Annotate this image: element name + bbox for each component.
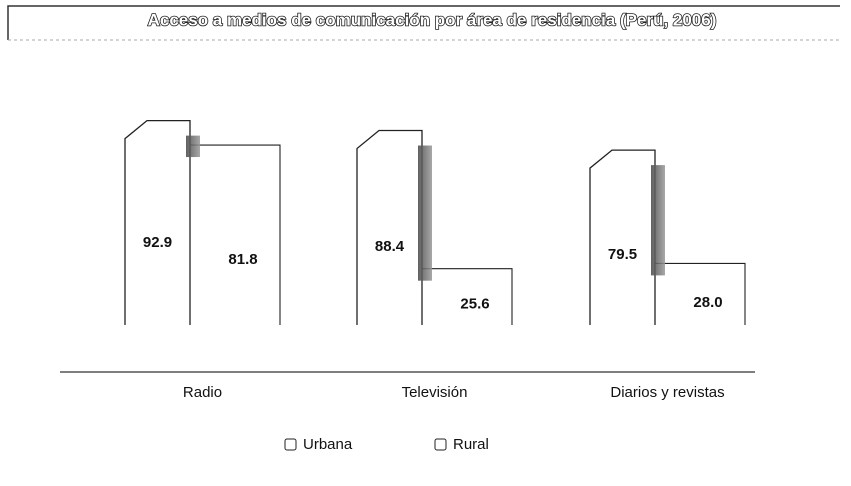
data-label: 79.5 bbox=[608, 246, 637, 263]
data-label: 88.4 bbox=[375, 238, 405, 255]
data-label: 81.8 bbox=[228, 251, 257, 268]
frame bbox=[7, 5, 840, 40]
bar bbox=[124, 119, 191, 325]
bar-shade bbox=[418, 145, 432, 281]
bar bbox=[190, 144, 281, 325]
data-label: 92.9 bbox=[143, 234, 172, 251]
x-tick-label: Radio bbox=[183, 384, 222, 401]
bar-shade bbox=[651, 165, 665, 276]
data-label: 25.6 bbox=[460, 296, 489, 313]
bar bbox=[589, 149, 656, 325]
legend-swatch bbox=[434, 438, 447, 451]
legend-swatch bbox=[284, 438, 297, 451]
x-tick-label: Televisión bbox=[402, 384, 468, 401]
bar bbox=[655, 262, 746, 325]
data-label: 28.0 bbox=[693, 294, 722, 311]
bar bbox=[422, 268, 513, 325]
legend-label: Rural bbox=[453, 436, 489, 453]
legend-label: Urbana bbox=[303, 436, 353, 453]
bar bbox=[356, 129, 423, 325]
bar-shade bbox=[186, 135, 200, 158]
x-tick-label: Diarios y revistas bbox=[610, 384, 724, 401]
chart-title: Acceso a medios de comunicación por área… bbox=[148, 10, 717, 29]
